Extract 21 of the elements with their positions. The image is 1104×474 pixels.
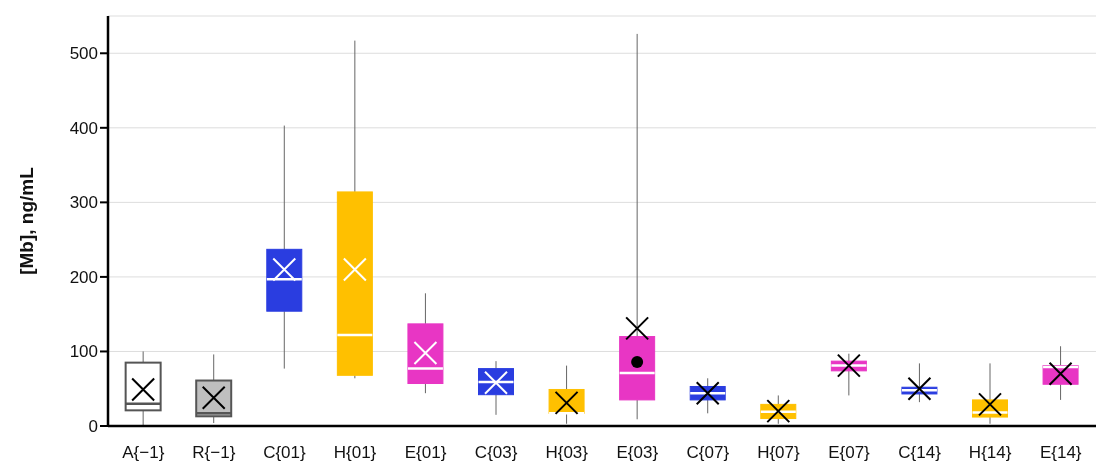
y-tick-label: 0 bbox=[88, 417, 98, 437]
x-tick-label: C{07} bbox=[686, 443, 730, 463]
x-tick-label: C{03} bbox=[474, 443, 518, 463]
x-tick-label: E{03} bbox=[616, 443, 659, 463]
x-tick-label: H{03} bbox=[545, 443, 589, 463]
y-tick-label: 400 bbox=[69, 118, 98, 138]
x-tick-label: C{01} bbox=[263, 443, 307, 463]
x-tick-label: C{14} bbox=[898, 443, 942, 463]
x-tick-label: E{01} bbox=[404, 443, 447, 463]
y-tick-label: 300 bbox=[69, 193, 98, 213]
x-tick-label: H{07} bbox=[757, 443, 801, 463]
y-tick-label: 500 bbox=[69, 44, 98, 64]
y-axis-title: [Mb], ng/mL bbox=[15, 166, 37, 275]
x-tick-label: R{−1} bbox=[192, 443, 236, 463]
y-tick-label: 100 bbox=[69, 342, 98, 362]
x-tick-label: H{01} bbox=[333, 443, 377, 463]
x-tick-label: E{07} bbox=[828, 443, 871, 463]
x-tick-label: E{14} bbox=[1039, 443, 1082, 463]
x-tick-label: A{−1} bbox=[122, 443, 165, 463]
x-tick-label: H{14} bbox=[968, 443, 1012, 463]
y-tick-label: 200 bbox=[69, 267, 98, 287]
